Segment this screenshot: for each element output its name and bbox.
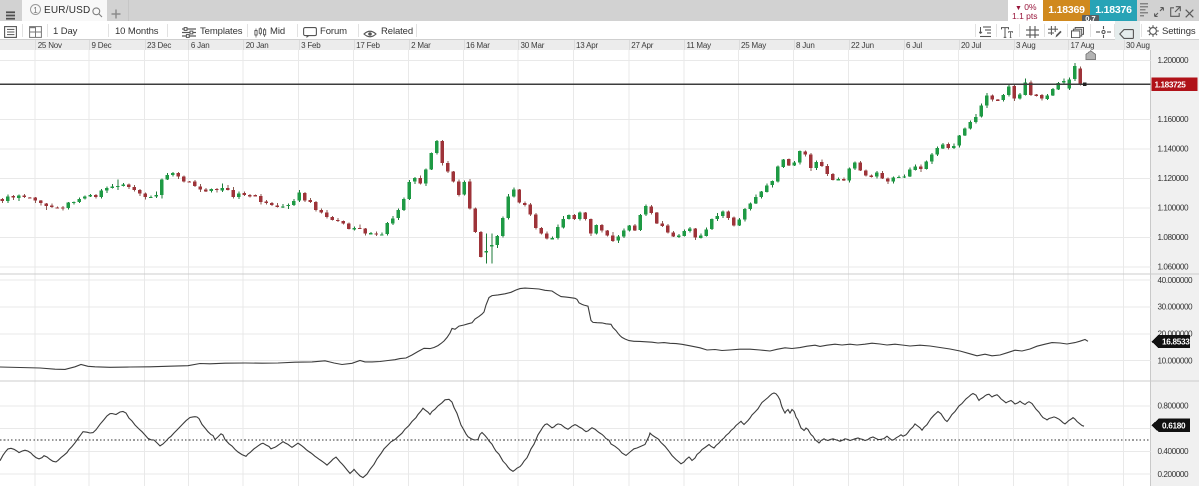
svg-text:1.183725: 1.183725 [1155,80,1187,89]
svg-text:1.140000: 1.140000 [1158,145,1189,154]
svg-text:0.6180: 0.6180 [1162,421,1186,430]
svg-text:1.160000: 1.160000 [1158,115,1189,124]
svg-text:1.100000: 1.100000 [1158,204,1189,213]
svg-text:20.000000: 20.000000 [1158,330,1194,339]
svg-text:10.000000: 10.000000 [1158,357,1194,366]
svg-text:0.800000: 0.800000 [1158,402,1189,411]
svg-text:1.060000: 1.060000 [1158,263,1189,272]
svg-text:0.400000: 0.400000 [1158,447,1189,456]
svg-text:40.000000: 40.000000 [1158,276,1194,285]
svg-text:1.120000: 1.120000 [1158,174,1189,183]
svg-text:1.080000: 1.080000 [1158,233,1189,242]
svg-text:30.000000: 30.000000 [1158,303,1194,312]
svg-text:1.200000: 1.200000 [1158,56,1189,65]
svg-text:0.200000: 0.200000 [1158,470,1189,479]
svg-text:16.8533: 16.8533 [1162,338,1190,347]
